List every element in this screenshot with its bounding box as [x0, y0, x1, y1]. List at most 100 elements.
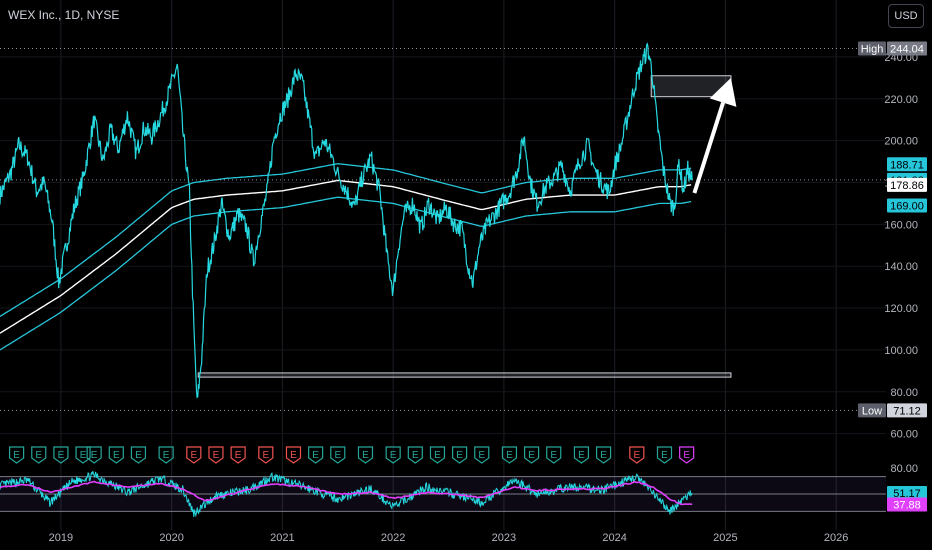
rsi-tag-value: 51.17: [893, 488, 921, 500]
x-tick-label: 2023: [492, 532, 516, 544]
earnings-marker-shape: [130, 446, 147, 464]
currency-button[interactable]: USD: [888, 4, 924, 28]
earnings-marker-shape: [330, 446, 346, 464]
earnings-marker: E: [633, 450, 640, 461]
envelope-lower-line: [0, 196, 692, 351]
y-tick-label: 160.00: [884, 219, 918, 231]
earnings-marker-shape: [285, 446, 302, 464]
earnings-marker: E: [362, 450, 369, 461]
forecast-arrow-head: [709, 77, 737, 107]
earnings-marker-shape: [53, 446, 69, 464]
rsi-tick-label: 80.00: [890, 463, 918, 475]
earnings-marker: E: [312, 450, 319, 461]
x-tick-label: 2019: [49, 532, 73, 544]
earnings-marker: E: [163, 450, 170, 461]
rsi-tag-box: [887, 497, 927, 512]
price-tag-box: [887, 157, 927, 172]
price-tag-value: 169.00: [890, 201, 924, 213]
envelope-upper-line: [0, 163, 692, 317]
earnings-marker-shape: [595, 446, 612, 464]
level-tag-label: High: [861, 43, 884, 55]
earnings-marker: E: [528, 450, 535, 461]
y-tick-label: 80.00: [890, 387, 918, 399]
y-tick-label: 100.00: [884, 345, 918, 357]
earnings-marker-shape: [656, 446, 673, 464]
earnings-marker: E: [550, 450, 557, 461]
earnings-marker: E: [135, 450, 142, 461]
earnings-marker: E: [434, 450, 441, 461]
earnings-marker-shape: [524, 446, 540, 464]
y-tick-label: 200.00: [884, 136, 918, 148]
earnings-marker-shape: [158, 446, 174, 464]
earnings-marker-shape: [474, 446, 490, 464]
earnings-marker: E: [334, 450, 341, 461]
price-tag-value: 244.04: [890, 43, 924, 55]
earnings-marker-shape: [186, 446, 202, 464]
earnings-marker: E: [390, 450, 397, 461]
price-tag-box: [887, 41, 927, 56]
price-tag-value: 71.12: [893, 405, 921, 417]
earnings-marker-shape: [308, 446, 324, 464]
earnings-marker-shape: [9, 446, 25, 464]
earnings-marker: E: [213, 450, 220, 461]
price-tag-box: [887, 403, 927, 418]
earnings-marker: E: [235, 450, 242, 461]
envelope-mid-line: [0, 179, 692, 334]
earnings-marker-shape: [357, 446, 374, 464]
level-tag-label: Low: [862, 405, 882, 417]
y-tick-label: 220.00: [884, 94, 918, 106]
earnings-marker-shape: [31, 446, 47, 464]
earnings-marker: E: [13, 450, 20, 461]
earnings-marker-shape: [258, 446, 274, 464]
level-tag-box: [858, 403, 886, 418]
rsi-ma-line: [0, 480, 693, 506]
rsi-tag-box: [887, 485, 927, 500]
x-tick-label: 2025: [713, 532, 737, 544]
earnings-marker-shape: [573, 446, 590, 464]
earnings-marker: E: [578, 450, 585, 461]
earnings-marker: E: [412, 450, 419, 461]
x-tick-label: 2022: [381, 532, 405, 544]
earnings-marker: E: [506, 450, 513, 461]
price-tag-value: 178.86: [890, 180, 924, 192]
price-tag-box: [887, 177, 927, 192]
symbol-title: WEX Inc., 1D, NYSE: [8, 8, 120, 22]
earnings-marker: E: [600, 450, 607, 461]
earnings-marker: E: [80, 450, 87, 461]
earnings-marker: E: [262, 450, 269, 461]
earnings-marker-shape: [230, 446, 246, 464]
supply-demand-zone: [197, 372, 732, 378]
earnings-marker: E: [661, 450, 668, 461]
earnings-marker-shape: [208, 446, 224, 464]
earnings-marker-shape: [86, 446, 102, 464]
price-tag-box: [887, 198, 927, 213]
earnings-marker: E: [290, 450, 297, 461]
earnings-marker: E: [91, 450, 98, 461]
y-tick-label: 120.00: [884, 303, 918, 315]
next-earnings-marker-shape: [679, 446, 695, 464]
forecast-arrow-shaft: [692, 102, 725, 194]
y-tick-label: 140.00: [884, 261, 918, 273]
y-tick-label: 60.00: [890, 429, 918, 441]
earnings-marker: E: [478, 450, 485, 461]
next-earnings-marker: E: [683, 450, 690, 461]
price-line: [0, 42, 693, 399]
earnings-marker: E: [113, 450, 120, 461]
x-tick-label: 2026: [824, 532, 848, 544]
earnings-marker: E: [456, 450, 463, 461]
earnings-marker-shape: [629, 446, 645, 464]
earnings-marker-shape: [452, 446, 468, 464]
x-tick-label: 2024: [602, 532, 626, 544]
earnings-marker-shape: [546, 446, 562, 464]
earnings-marker-shape: [108, 446, 124, 464]
earnings-marker: E: [35, 450, 42, 461]
earnings-marker-shape: [501, 446, 518, 464]
level-tag-box: [858, 41, 886, 56]
earnings-marker-shape: [385, 446, 401, 464]
rsi-tag-value: 37.88: [893, 500, 921, 512]
x-tick-label: 2020: [159, 532, 183, 544]
earnings-marker: E: [58, 450, 65, 461]
earnings-marker-shape: [429, 446, 446, 464]
price-tag-value: 188.71: [890, 159, 924, 171]
